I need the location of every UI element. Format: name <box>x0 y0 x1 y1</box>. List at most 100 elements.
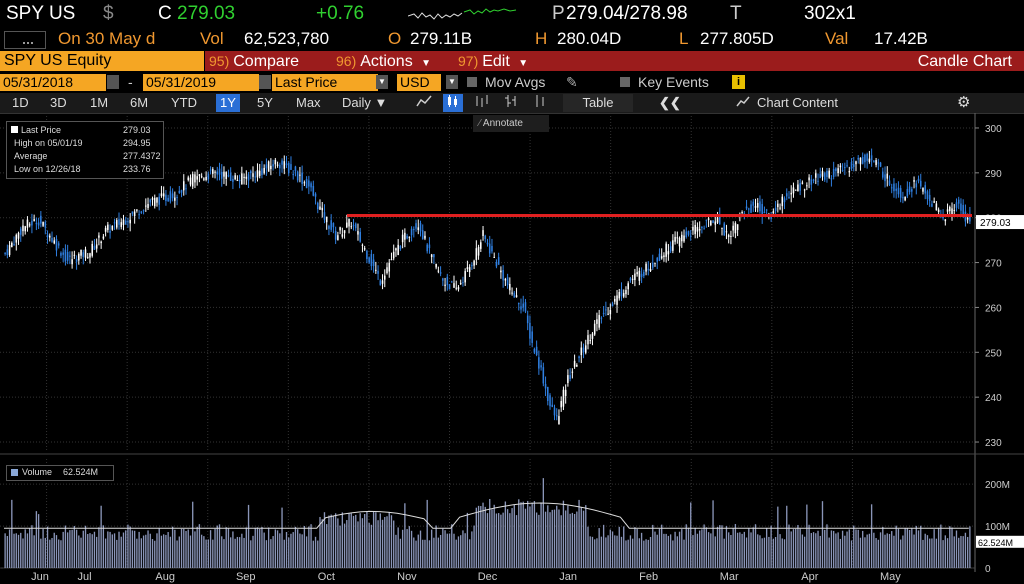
volume-bar[interactable] <box>388 511 390 568</box>
volume-bar[interactable] <box>960 535 962 568</box>
candle-body[interactable] <box>969 213 971 222</box>
candle-body[interactable] <box>578 356 580 359</box>
volume-bar[interactable] <box>578 499 580 568</box>
volume-bar[interactable] <box>821 501 824 568</box>
candle-body[interactable] <box>823 173 826 180</box>
candle-body[interactable] <box>75 259 78 262</box>
candle-body[interactable] <box>649 268 652 271</box>
volume-bar[interactable] <box>435 525 437 568</box>
candle-body[interactable] <box>339 227 341 231</box>
candle-body[interactable] <box>450 281 453 283</box>
volume-bar[interactable] <box>779 534 781 568</box>
candle-body[interactable] <box>734 223 737 234</box>
candle-body[interactable] <box>502 270 504 281</box>
candle-body[interactable] <box>104 227 107 232</box>
volume-bar[interactable] <box>29 528 31 568</box>
volume-bar[interactable] <box>922 539 924 568</box>
candle-body[interactable] <box>466 267 469 270</box>
candle-body[interactable] <box>694 225 696 235</box>
candle-body[interactable] <box>748 208 750 210</box>
candle-body[interactable] <box>448 284 451 290</box>
volume-bar[interactable] <box>908 529 911 568</box>
candle-body[interactable] <box>11 242 13 248</box>
volume-bar[interactable] <box>674 531 676 568</box>
volume-bar[interactable] <box>573 513 576 568</box>
candle-body[interactable] <box>801 182 804 184</box>
candle-body[interactable] <box>232 178 234 182</box>
candle-body[interactable] <box>325 216 328 223</box>
candle-body[interactable] <box>270 165 272 170</box>
candle-body[interactable] <box>236 180 239 182</box>
candle-body[interactable] <box>368 257 370 263</box>
volume-bar[interactable] <box>844 535 846 568</box>
candle-body[interactable] <box>218 168 221 175</box>
volume-bar[interactable] <box>797 524 799 568</box>
volume-bar[interactable] <box>131 530 134 568</box>
volume-bar[interactable] <box>424 539 426 568</box>
candle-body[interactable] <box>404 232 406 240</box>
volume-bar[interactable] <box>649 536 652 568</box>
candle-body[interactable] <box>547 387 549 401</box>
volume-bar[interactable] <box>11 499 13 568</box>
candle-body[interactable] <box>933 201 935 203</box>
volume-bar[interactable] <box>386 516 388 568</box>
candle-body[interactable] <box>651 262 654 268</box>
volume-bar[interactable] <box>361 518 364 568</box>
candle-body[interactable] <box>299 174 301 176</box>
candle-body[interactable] <box>209 169 212 171</box>
candle-body[interactable] <box>265 164 268 169</box>
menu-grid-icon[interactable] <box>4 31 46 49</box>
volume-bar[interactable] <box>149 533 151 568</box>
volume-bar[interactable] <box>567 505 569 568</box>
candle-body[interactable] <box>707 218 710 220</box>
candle-body[interactable] <box>808 177 810 181</box>
volume-bar[interactable] <box>334 513 337 568</box>
candle-body[interactable] <box>169 191 172 202</box>
candle-body[interactable] <box>397 244 399 256</box>
candle-body[interactable] <box>841 170 844 172</box>
volume-bar[interactable] <box>180 528 183 568</box>
candle-body[interactable] <box>312 185 315 196</box>
volume-bar[interactable] <box>55 535 58 568</box>
volume-bar[interactable] <box>594 539 596 568</box>
volume-bar[interactable] <box>493 504 495 568</box>
frequency-select[interactable]: Daily ▼ <box>342 95 388 110</box>
candle-body[interactable] <box>848 171 851 173</box>
volume-bar[interactable] <box>627 539 629 568</box>
volume-bar[interactable] <box>678 531 681 568</box>
volume-bar[interactable] <box>888 533 891 568</box>
volume-bar[interactable] <box>828 537 830 568</box>
candle-body[interactable] <box>334 230 337 240</box>
volume-bar[interactable] <box>339 525 341 568</box>
volume-bar[interactable] <box>73 525 76 568</box>
candle-body[interactable] <box>913 180 915 182</box>
candle-body[interactable] <box>931 203 933 207</box>
candle-body[interactable] <box>361 244 364 246</box>
candle-body[interactable] <box>631 278 634 280</box>
candle-body[interactable] <box>732 225 734 231</box>
candle-body[interactable] <box>517 302 520 305</box>
volume-bar[interactable] <box>279 533 281 568</box>
candle-body[interactable] <box>509 283 511 291</box>
volume-bar[interactable] <box>422 539 424 568</box>
candle-body[interactable] <box>158 196 160 205</box>
candle-body[interactable] <box>665 243 667 257</box>
candle-body[interactable] <box>310 183 312 188</box>
candle-body[interactable] <box>962 205 964 215</box>
range-button-ytd[interactable]: YTD <box>171 95 197 110</box>
volume-bar[interactable] <box>174 529 176 568</box>
candle-body[interactable] <box>721 227 723 229</box>
volume-bar[interactable] <box>502 512 504 568</box>
volume-bar[interactable] <box>929 538 931 568</box>
volume-bar[interactable] <box>772 538 775 568</box>
candle-body[interactable] <box>212 169 214 174</box>
candle-body[interactable] <box>488 243 491 254</box>
candle-body[interactable] <box>480 242 482 249</box>
volume-bar[interactable] <box>866 534 868 568</box>
volume-bar[interactable] <box>267 527 270 568</box>
candle-body[interactable] <box>495 262 498 267</box>
volume-bar[interactable] <box>118 531 120 568</box>
candle-body[interactable] <box>540 365 542 368</box>
candle-body[interactable] <box>435 263 437 268</box>
pencil-icon[interactable]: ✎ <box>566 74 578 90</box>
